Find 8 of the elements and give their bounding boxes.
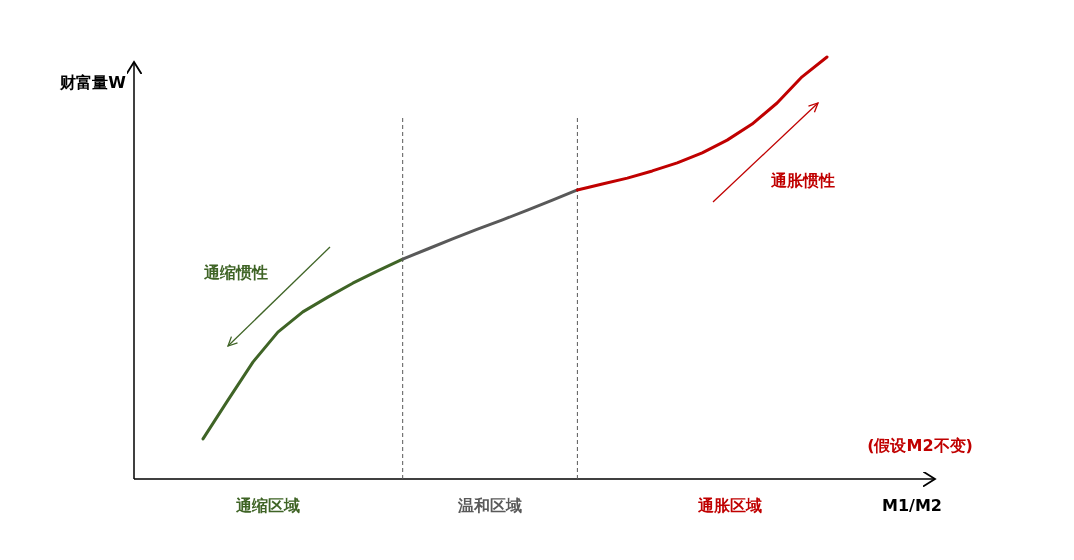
- annotation: 通缩惯性: [203, 263, 268, 282]
- y-axis-title: 财富量W: [59, 73, 127, 92]
- text: 温和区域: [457, 496, 523, 515]
- text: 通胀区域: [696, 496, 762, 515]
- annotation: 通胀惯性: [770, 171, 835, 190]
- text: (假设M2不变): [867, 436, 973, 455]
- x-axis-title: M1/M2: [882, 496, 942, 515]
- text: 通缩区域: [235, 496, 301, 515]
